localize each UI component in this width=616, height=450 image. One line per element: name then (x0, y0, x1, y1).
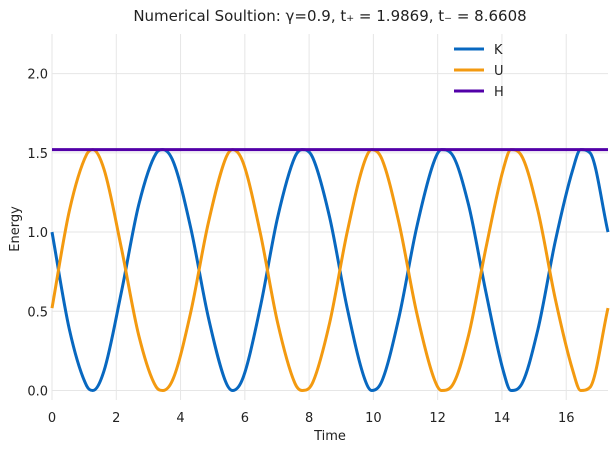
tick-labels: 0 2 4 6 8 10 12 14 16 0.0 0.5 1.0 1.5 2.0 (27, 68, 574, 426)
y-tick-label: 0.0 (27, 384, 48, 399)
y-axis-label: Energy (8, 206, 23, 252)
x-tick-label: 0 (48, 411, 56, 426)
legend-label-H: H (494, 85, 504, 100)
y-tick-label: 2.0 (27, 68, 48, 83)
legend-label-U: U (494, 64, 504, 79)
x-tick-label: 2 (112, 411, 120, 426)
x-tick-label: 16 (558, 411, 575, 426)
y-tick-label: 1.5 (27, 147, 48, 162)
series-layer (50, 148, 610, 392)
legend-label-K: K (494, 43, 503, 58)
x-tick-label: 4 (176, 411, 184, 426)
legend: KUH (454, 43, 504, 100)
x-tick-label: 8 (305, 411, 313, 426)
y-tick-label: 1.0 (27, 226, 48, 241)
series-U-line (50, 148, 610, 392)
chart-title: Numerical Soultion: γ=0.9, t₊ = 1.9869, … (133, 7, 526, 25)
x-tick-label: 6 (241, 411, 249, 426)
series-K-line (50, 148, 610, 392)
x-tick-label: 10 (365, 411, 382, 426)
x-axis-label: Time (313, 429, 346, 444)
x-tick-label: 12 (429, 411, 446, 426)
x-tick-label: 14 (494, 411, 511, 426)
grid-layer (51, 34, 608, 400)
y-tick-label: 0.5 (27, 305, 48, 320)
